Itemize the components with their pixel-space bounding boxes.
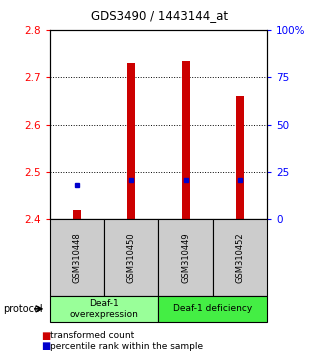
Text: GSM310450: GSM310450 — [127, 232, 136, 283]
Text: GSM310449: GSM310449 — [181, 232, 190, 283]
Text: ■: ■ — [42, 331, 51, 341]
Text: protocol: protocol — [3, 304, 43, 314]
Text: GDS3490 / 1443144_at: GDS3490 / 1443144_at — [92, 9, 228, 22]
Bar — [127, 63, 135, 219]
Text: GSM310448: GSM310448 — [72, 232, 81, 283]
Text: percentile rank within the sample: percentile rank within the sample — [50, 342, 203, 351]
Bar — [181, 61, 190, 219]
Text: transformed count: transformed count — [50, 331, 134, 340]
Text: Deaf-1 deficiency: Deaf-1 deficiency — [173, 304, 252, 313]
Bar — [236, 96, 244, 219]
Text: Deaf-1
overexpression: Deaf-1 overexpression — [69, 299, 139, 319]
Text: GSM310452: GSM310452 — [236, 232, 244, 283]
Text: ■: ■ — [42, 341, 51, 351]
Bar — [73, 210, 81, 219]
